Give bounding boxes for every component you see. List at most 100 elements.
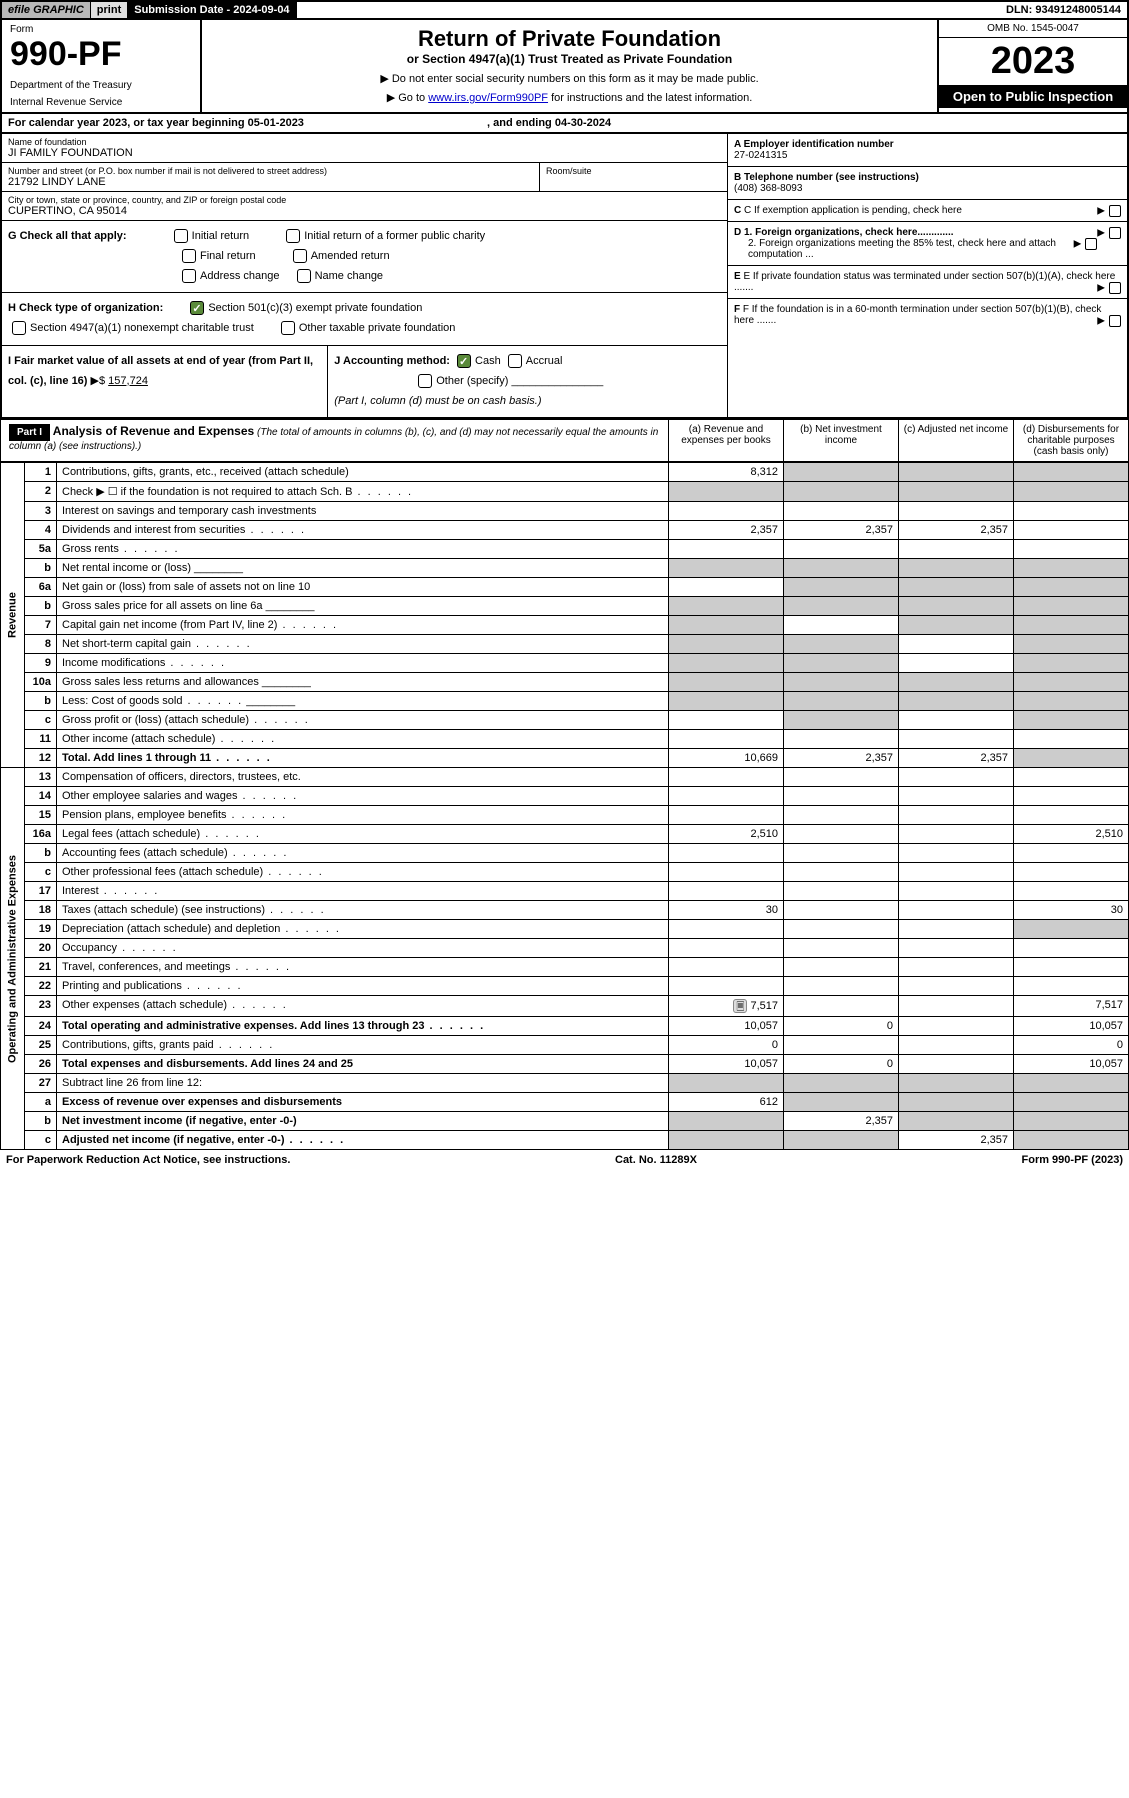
table-row: 27Subtract line 26 from line 12: (1, 1074, 1129, 1093)
table-row: 22Printing and publications (1, 977, 1129, 996)
col-b-value (784, 768, 899, 787)
col-d-value: 0 (1014, 1036, 1129, 1055)
col-c-value (899, 787, 1014, 806)
line-desc: Excess of revenue over expenses and disb… (57, 1093, 669, 1112)
cb-c[interactable] (1109, 205, 1121, 217)
attachment-icon[interactable]: 🗏 (733, 999, 747, 1013)
cb-initial-return[interactable] (174, 229, 188, 243)
line-desc: Printing and publications (57, 977, 669, 996)
top-bar: efile GRAPHIC print Submission Date - 20… (0, 0, 1129, 20)
col-b-value (784, 559, 899, 578)
cb-cash[interactable] (457, 354, 471, 368)
table-row: bNet investment income (if negative, ent… (1, 1112, 1129, 1131)
col-d-value: 2,510 (1014, 825, 1129, 844)
line-number: 18 (25, 901, 57, 920)
dept-irs: Internal Revenue Service (10, 97, 192, 108)
col-c-value (899, 635, 1014, 654)
col-d-value (1014, 977, 1129, 996)
col-d-value (1014, 578, 1129, 597)
check-g: G Check all that apply: Initial return I… (2, 221, 727, 293)
cb-other-taxable[interactable] (281, 321, 295, 335)
col-a-value: 8,312 (669, 463, 784, 482)
col-b-value (784, 1036, 899, 1055)
col-a-value (669, 711, 784, 730)
part1-desc: Part I Analysis of Revenue and Expenses … (1, 420, 668, 461)
col-c-value (899, 463, 1014, 482)
line-number: 26 (25, 1055, 57, 1074)
col-a-value (669, 559, 784, 578)
col-c-value (899, 806, 1014, 825)
cb-amended-return[interactable] (293, 249, 307, 263)
col-b-value (784, 825, 899, 844)
table-row: 2Check ▶ ☐ if the foundation is not requ… (1, 482, 1129, 502)
table-row: 11Other income (attach schedule) (1, 730, 1129, 749)
col-a-value (669, 768, 784, 787)
table-row: 5aGross rents (1, 540, 1129, 559)
col-d-value (1014, 1131, 1129, 1150)
col-c-value (899, 482, 1014, 502)
col-a-value: 30 (669, 901, 784, 920)
col-a-value (669, 597, 784, 616)
section-label: Revenue (1, 463, 25, 768)
table-row: 18Taxes (attach schedule) (see instructi… (1, 901, 1129, 920)
check-ij-row: I Fair market value of all assets at end… (2, 346, 727, 417)
line-number: b (25, 597, 57, 616)
ein-cell: A Employer identification number27-02413… (728, 134, 1127, 167)
col-b-value (784, 711, 899, 730)
col-b-value (784, 901, 899, 920)
cb-d2[interactable] (1085, 238, 1097, 250)
col-d-value (1014, 920, 1129, 939)
form-label: Form (10, 24, 192, 35)
cb-accrual[interactable] (508, 354, 522, 368)
col-d-header: (d) Disbursements for charitable purpose… (1013, 420, 1128, 461)
efile-label: efile GRAPHIC (2, 2, 91, 18)
line-number: 6a (25, 578, 57, 597)
col-d-value (1014, 882, 1129, 901)
col-c-value (899, 901, 1014, 920)
cb-f[interactable] (1109, 315, 1121, 327)
line-desc: Contributions, gifts, grants, etc., rece… (57, 463, 669, 482)
col-d-value (1014, 787, 1129, 806)
form-subtitle: or Section 4947(a)(1) Trust Treated as P… (208, 52, 931, 66)
dln: DLN: 93491248005144 (1000, 2, 1127, 18)
irs-link[interactable]: www.irs.gov/Form990PF (428, 92, 548, 104)
cb-4947a1[interactable] (12, 321, 26, 335)
line-desc: Gross sales price for all assets on line… (57, 597, 669, 616)
line-number: 5a (25, 540, 57, 559)
line-number: 22 (25, 977, 57, 996)
line-number: b (25, 559, 57, 578)
cb-name-change[interactable] (297, 269, 311, 283)
line-desc: Gross rents (57, 540, 669, 559)
line-desc: Depreciation (attach schedule) and deple… (57, 920, 669, 939)
col-a-value (669, 882, 784, 901)
col-c-value (899, 1112, 1014, 1131)
cb-other-method[interactable] (418, 374, 432, 388)
line-number: 16a (25, 825, 57, 844)
table-row: 10aGross sales less returns and allowanc… (1, 673, 1129, 692)
table-row: bGross sales price for all assets on lin… (1, 597, 1129, 616)
col-c-value (899, 844, 1014, 863)
room-cell: Room/suite (539, 163, 727, 192)
info-left: Name of foundation JI FAMILY FOUNDATION … (2, 134, 727, 417)
cb-final-return[interactable] (182, 249, 196, 263)
col-a-value (669, 806, 784, 825)
line-number: 20 (25, 939, 57, 958)
col-c-value (899, 1055, 1014, 1074)
print-button[interactable]: print (91, 2, 128, 18)
col-d-value (1014, 521, 1129, 540)
cb-address-change[interactable] (182, 269, 196, 283)
col-a-value (669, 939, 784, 958)
cb-d1[interactable] (1109, 227, 1121, 239)
cb-501c3[interactable] (190, 301, 204, 315)
col-a-value (669, 863, 784, 882)
line-desc: Total. Add lines 1 through 11 (57, 749, 669, 768)
col-a-value (669, 502, 784, 521)
cb-initial-former[interactable] (286, 229, 300, 243)
table-row: 7Capital gain net income (from Part IV, … (1, 616, 1129, 635)
line-number: b (25, 1112, 57, 1131)
ssn-note: ▶ Do not enter social security numbers o… (208, 72, 931, 85)
col-c-value (899, 711, 1014, 730)
cb-e[interactable] (1109, 282, 1121, 294)
line-desc: Gross profit or (loss) (attach schedule) (57, 711, 669, 730)
col-c-value (899, 654, 1014, 673)
